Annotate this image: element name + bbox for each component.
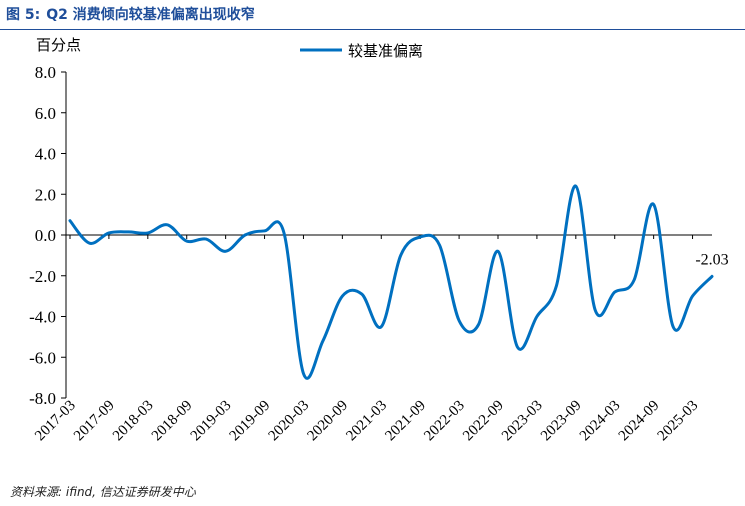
data-point xyxy=(535,315,539,319)
legend-label: 较基准偏离 xyxy=(348,42,423,60)
y-tick-label: 8.0 xyxy=(35,63,56,82)
data-point xyxy=(574,184,578,188)
x-tick-label: 2023-09 xyxy=(538,398,585,445)
x-tick-label: 2017-09 xyxy=(71,398,118,445)
y-tick-label: 4.0 xyxy=(35,145,56,164)
x-tick-label: 2023-03 xyxy=(499,398,546,445)
series-line xyxy=(68,184,714,380)
data-point xyxy=(340,294,344,298)
source-note: 资料来源: ifind, 信达证券研发中心 xyxy=(10,485,196,499)
data-point xyxy=(554,284,558,288)
y-tick-label: 2.0 xyxy=(35,185,56,204)
data-point xyxy=(360,292,364,296)
x-tick-label: 2022-09 xyxy=(460,398,507,445)
data-labels: -2.03 xyxy=(695,251,728,268)
legend: 较基准偏离 xyxy=(300,42,423,60)
data-point xyxy=(185,239,189,243)
title-divider xyxy=(0,29,745,30)
x-tick-label: 2019-09 xyxy=(227,398,274,445)
x-tick-label: 2022-03 xyxy=(421,398,468,445)
data-point xyxy=(224,249,228,253)
y-axis: 8.0 6.0 4.0 2.0 0.0 -2.0 -4.0 -6.0 -8.0 xyxy=(29,63,66,408)
data-point xyxy=(593,308,597,312)
x-tick-label: 2021-09 xyxy=(382,398,429,445)
data-point xyxy=(126,230,130,234)
data-point xyxy=(243,233,247,237)
data-point xyxy=(88,241,92,245)
data-points xyxy=(68,184,714,376)
y-tick-label: 6.0 xyxy=(35,104,56,123)
data-point xyxy=(321,339,325,343)
y-tick-label: -6.0 xyxy=(29,348,56,367)
x-tick-label: 2020-03 xyxy=(266,398,313,445)
data-point xyxy=(516,345,520,349)
data-point xyxy=(496,249,500,253)
data-point xyxy=(613,290,617,294)
x-tick-label: 2018-03 xyxy=(110,398,157,445)
data-point xyxy=(263,229,267,233)
x-tick-label: 2021-03 xyxy=(343,398,390,445)
data-point xyxy=(438,243,442,247)
x-tick-label: 2020-09 xyxy=(305,398,352,445)
figure-number: 图 5: xyxy=(6,7,41,23)
data-point xyxy=(457,319,461,323)
figure-title: 图 5: Q2 消费倾向较基准偏离出现收窄 xyxy=(6,3,261,27)
x-axis: 2017-032017-092018-032018-092019-032019-… xyxy=(32,235,701,444)
data-point xyxy=(418,235,422,239)
data-point xyxy=(691,294,695,298)
data-point xyxy=(165,223,169,227)
y-tick-label: -4.0 xyxy=(29,308,56,327)
y-tick-label: -2.0 xyxy=(29,267,56,286)
data-point xyxy=(107,231,111,235)
figure-title-text: Q2 消费倾向较基准偏离出现收窄 xyxy=(46,7,255,23)
x-tick-label: 2018-09 xyxy=(149,398,196,445)
line-chart: 百分点 较基准偏离 8.0 6.0 4.0 2.0 0.0 -2.0 -4.0 -6.0 -8.… xyxy=(29,36,729,444)
data-point xyxy=(282,231,286,235)
data-point xyxy=(477,323,481,327)
data-point xyxy=(302,372,306,376)
data-point xyxy=(68,219,72,223)
data-point xyxy=(379,325,383,329)
data-label: -2.03 xyxy=(695,251,728,268)
data-point xyxy=(204,237,208,241)
data-point xyxy=(710,274,714,278)
x-tick-label: 2024-09 xyxy=(616,398,663,445)
data-point xyxy=(399,253,403,257)
y-axis-unit-label: 百分点 xyxy=(36,36,81,54)
y-tick-label: 0.0 xyxy=(35,226,56,245)
data-point xyxy=(146,231,150,235)
x-tick-label: 2025-03 xyxy=(655,398,702,445)
x-tick-label: 2019-03 xyxy=(188,398,235,445)
data-point xyxy=(652,202,656,206)
y-tick-label: -8.0 xyxy=(29,389,56,408)
x-tick-label: 2024-03 xyxy=(577,398,624,445)
data-point xyxy=(671,325,675,329)
data-point xyxy=(632,278,636,282)
